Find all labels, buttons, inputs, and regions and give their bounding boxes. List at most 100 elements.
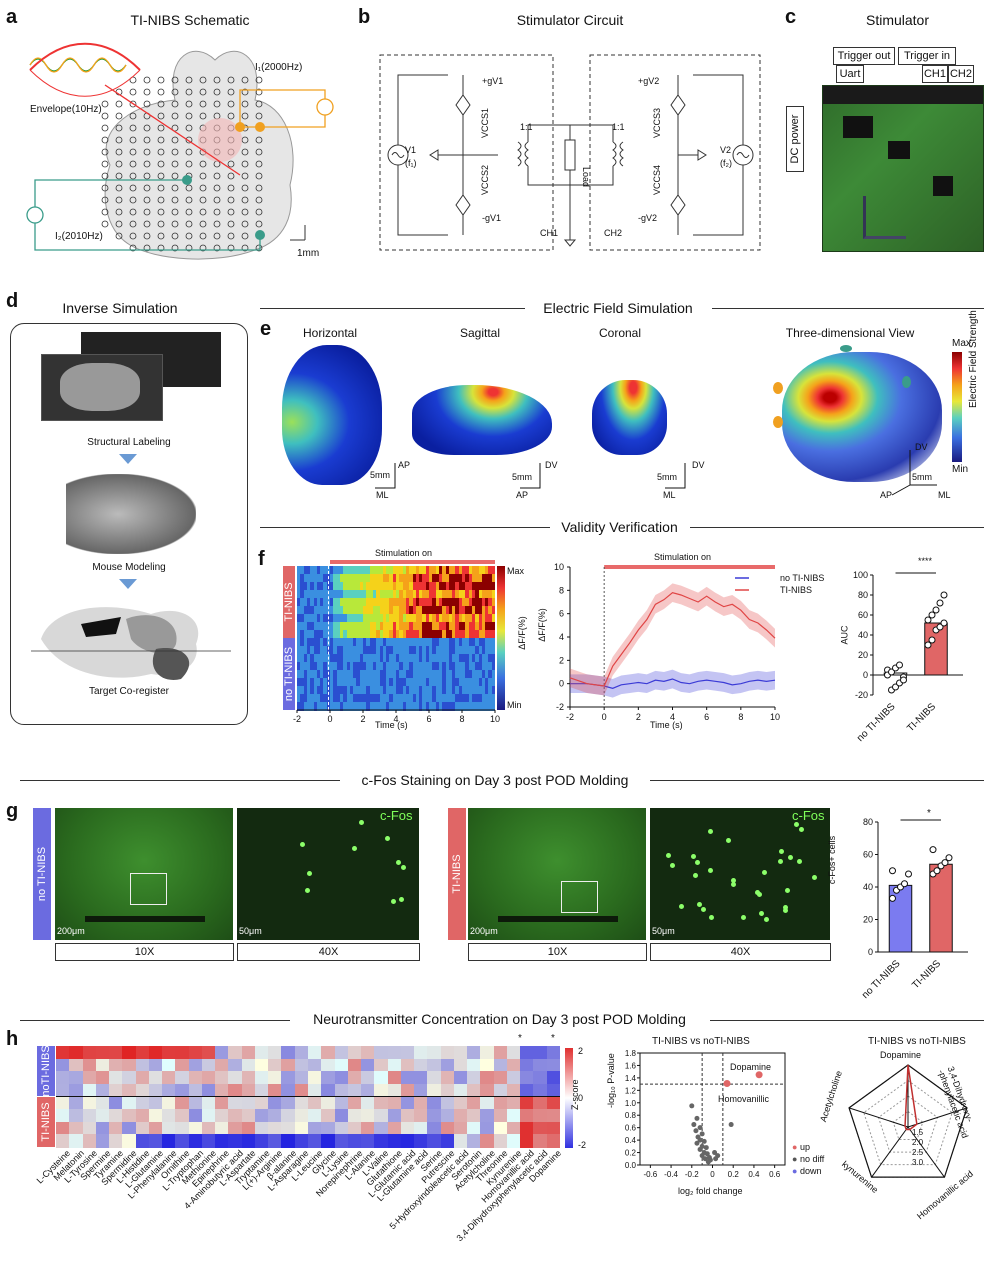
heat-cell: [386, 654, 390, 663]
electrode-dot: [157, 100, 165, 108]
heat-cell: [465, 606, 470, 615]
heat-cell: [316, 678, 321, 687]
z-cell: [520, 1058, 534, 1072]
heat-cell: [392, 598, 397, 607]
heat-cell: [356, 614, 361, 623]
heat-cell: [389, 654, 394, 663]
heat-cell: [455, 566, 460, 575]
z-cell: [294, 1046, 309, 1060]
radar-chart: 1.52.02.53.0: [848, 1064, 968, 1178]
z-cell: [254, 1046, 269, 1060]
heat-cell: [402, 662, 407, 671]
z-cell: [321, 1058, 335, 1072]
heat-cell: [333, 622, 338, 631]
heat-cell: [452, 622, 456, 631]
point-nodiff: [694, 1115, 700, 1121]
heat-cell: [478, 574, 483, 583]
heat-cell: [353, 614, 357, 623]
heat-cell: [392, 702, 397, 711]
heat-cell: [425, 622, 430, 631]
electrode-dot: [101, 112, 109, 120]
heat-cell: [392, 654, 397, 663]
heat-cell: [465, 646, 470, 655]
z-cell: [95, 1071, 110, 1085]
legend-up: ● up: [792, 1142, 810, 1152]
z-cell: [440, 1071, 455, 1085]
heat-cell: [366, 654, 371, 663]
electrode-dot: [213, 76, 221, 84]
heat-cell: [462, 694, 466, 703]
axis-ap: AP: [880, 490, 893, 500]
heat-cell: [462, 614, 466, 623]
heat-cell: [465, 622, 470, 631]
point-nodiff: [697, 1125, 703, 1131]
data-point: [933, 867, 941, 875]
electrode-dot: [101, 208, 109, 216]
heat-cell: [435, 702, 440, 711]
z-cell: [281, 1083, 296, 1097]
heat-cell: [485, 662, 489, 671]
heat-cell: [346, 622, 351, 631]
heat-cell: [425, 630, 430, 639]
heat-cell: [363, 598, 367, 607]
heat-cell: [353, 670, 357, 679]
heat-cell: [306, 670, 311, 679]
heat-cell: [310, 670, 314, 679]
scale-50um: 50μm: [239, 926, 262, 936]
heat-cell: [481, 654, 486, 663]
stimulator-board-photo: [822, 85, 984, 252]
y-tick-label: 0: [868, 947, 873, 957]
heat-cell: [310, 574, 314, 583]
heat-cell: [462, 686, 466, 695]
heat-cell: [422, 622, 427, 631]
heat-cell: [323, 694, 328, 703]
electrode-dot: [185, 160, 193, 168]
heat-cell: [372, 630, 377, 639]
z-cell: [241, 1096, 256, 1110]
heat-cell: [346, 630, 351, 639]
heat-cell: [425, 694, 430, 703]
heat-cell: [402, 630, 407, 639]
heat-cell: [306, 606, 311, 615]
x-tick-label: 8: [459, 714, 464, 724]
heat-cell: [339, 582, 344, 591]
heat-cell: [425, 590, 430, 599]
heat-cell: [432, 566, 437, 575]
heat-cell: [425, 686, 430, 695]
heat-cell: [458, 638, 463, 647]
heat-cell: [415, 670, 420, 679]
heat-cell: [349, 702, 354, 711]
data-point: [896, 661, 903, 669]
cfos-positive-cell: [794, 822, 799, 828]
heat-cell: [323, 638, 328, 647]
heat-cell: [432, 686, 437, 695]
heat-cell: [359, 590, 364, 599]
heat-cell: [419, 702, 423, 711]
point-nodiff: [694, 1140, 700, 1146]
vccs1-label: VCCS1: [480, 107, 491, 139]
heat-cell: [376, 662, 380, 671]
hippocampus-10x-no-ti: [55, 808, 233, 940]
line-stim-on: Stimulation on: [654, 552, 712, 562]
heat-cell: [491, 638, 496, 647]
heat-cell: [405, 630, 410, 639]
heat-cell: [425, 654, 430, 663]
heat-cell: [303, 678, 308, 687]
heat-cell: [488, 574, 493, 583]
heat-cell: [396, 622, 400, 631]
z-tick: -2: [578, 1140, 587, 1150]
z-cell: [533, 1109, 548, 1123]
z-cell: [493, 1071, 508, 1085]
heat-cell: [330, 614, 334, 623]
heat-cell: [455, 622, 460, 631]
heat-cell: [376, 670, 380, 679]
heat-cell: [422, 670, 427, 679]
compound-axis: L-Cysteine Melatonin L-Tyrosine Spermine Tyr…: [35, 1148, 563, 1278]
heat-cell: [396, 606, 400, 615]
mag-10x: 10X: [468, 943, 647, 961]
heat-cell: [366, 630, 371, 639]
z-cell: [201, 1096, 216, 1110]
heat-cell: [363, 566, 367, 575]
point-nodiff: [728, 1122, 734, 1128]
electrode-icon: [840, 345, 852, 352]
